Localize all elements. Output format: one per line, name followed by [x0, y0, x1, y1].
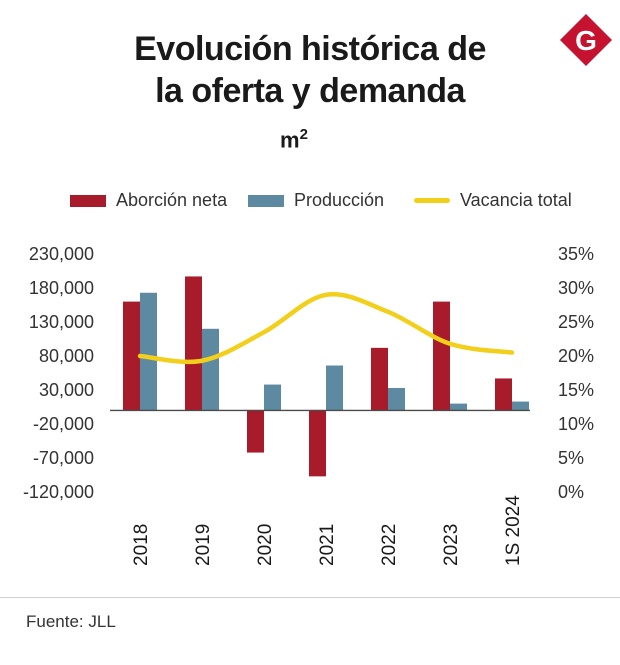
- x-tick-label: 2020: [255, 524, 276, 566]
- legend-item-produccion: Producción: [248, 190, 384, 211]
- legend-swatch-absorcion: [70, 194, 106, 207]
- y-tick-label: 30,000: [39, 380, 94, 400]
- bar-produccion: [264, 384, 281, 411]
- logo-letter: G: [575, 25, 597, 56]
- bar-absorcion: [185, 276, 202, 411]
- bar-produccion: [202, 328, 219, 411]
- legend-item-absorcion: Aborción neta: [70, 190, 227, 211]
- legend: Aborción neta Producción Vacancia total: [0, 190, 620, 216]
- y-tick-label: -70,000: [33, 448, 94, 468]
- title-line-2: la oferta y demanda: [155, 72, 465, 110]
- unit-label: m2: [0, 126, 588, 153]
- x-tick-label: 2022: [379, 524, 400, 566]
- y2-tick-label: 35%: [558, 244, 594, 264]
- y-tick-label: 80,000: [39, 346, 94, 366]
- unit-base: m: [280, 127, 300, 153]
- x-tick-label: 2018: [131, 524, 152, 566]
- y2-tick-label: 30%: [558, 278, 594, 298]
- y-tick-label: -120,000: [23, 482, 94, 502]
- x-tick-label: 2021: [317, 524, 338, 566]
- legend-item-vacancia: Vacancia total: [414, 190, 572, 211]
- x-tick-label: 2019: [193, 524, 214, 566]
- legend-label-produccion: Producción: [294, 190, 385, 210]
- x-tick-label: 1S 2024: [503, 495, 524, 566]
- logo-diamond: [560, 14, 612, 66]
- y2-tick-label: 10%: [558, 414, 594, 434]
- bar-produccion: [326, 365, 343, 411]
- bar-produccion: [388, 387, 405, 411]
- brand-logo: G: [560, 14, 612, 66]
- bar-produccion: [512, 401, 529, 411]
- source-divider: [0, 597, 620, 598]
- legend-swatch-vacancia: [414, 198, 450, 203]
- y2-tick-label: 0%: [558, 482, 584, 502]
- bar-absorcion: [309, 410, 326, 477]
- x-tick-label: 2023: [441, 524, 462, 566]
- chart-title: Evolución histórica de la oferta y deman…: [0, 28, 620, 112]
- source-label: Fuente: JLL: [26, 612, 116, 631]
- bar-produccion: [140, 292, 157, 411]
- y2-tick-label: 20%: [558, 346, 594, 366]
- y2-tick-label: 15%: [558, 380, 594, 400]
- y-tick-label: 130,000: [29, 312, 94, 332]
- legend-label-vacancia: Vacancia total: [460, 190, 572, 210]
- y-tick-label: 230,000: [29, 244, 94, 264]
- y-tick-label: -20,000: [33, 414, 94, 434]
- bar-absorcion: [495, 378, 512, 411]
- unit-exponent: 2: [299, 126, 308, 143]
- chart-plot: 230,000 180,000 130,000 80,000 30,000 -20,000…: [23, 244, 594, 566]
- bar-absorcion: [247, 410, 264, 453]
- y-tick-label: 180,000: [29, 278, 94, 298]
- bar-absorcion: [123, 301, 140, 411]
- y2-tick-label: 5%: [558, 448, 584, 468]
- title-line-1: Evolución histórica de: [134, 30, 486, 68]
- legend-swatch-produccion: [248, 194, 284, 207]
- bar-absorcion: [433, 301, 450, 411]
- bar-produccion: [450, 403, 467, 411]
- bar-absorcion: [371, 347, 388, 411]
- y2-tick-label: 25%: [558, 312, 594, 332]
- legend-label-absorcion: Aborción neta: [116, 190, 228, 210]
